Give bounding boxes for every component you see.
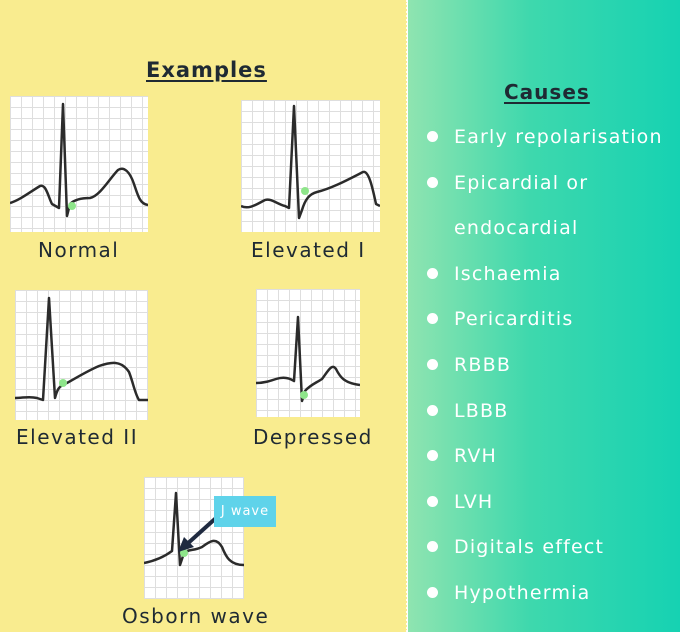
panel-divider: [406, 0, 408, 632]
arrow-head: [178, 537, 194, 552]
j-point-marker: [180, 549, 188, 557]
example-label-osborn: Osborn wave: [122, 604, 270, 628]
ecg-elevated-2-trace: [15, 296, 148, 402]
bullet-icon: [427, 176, 438, 188]
cause-text: RBBB: [454, 353, 512, 376]
j-point-marker: [301, 187, 309, 195]
cause-text: Digitals effect: [454, 536, 605, 559]
j-wave-callout: J wave: [214, 496, 276, 527]
bullet-icon: [427, 313, 438, 325]
ecg-normal: [10, 96, 148, 232]
examples-heading: Examples: [146, 58, 267, 82]
ecg-elevated-1-trace: [241, 104, 380, 220]
ecg-normal-trace: [10, 102, 148, 218]
bullet-icon: [427, 586, 438, 598]
j-point-marker: [59, 379, 67, 387]
cause-text: Hypothermia: [454, 581, 591, 604]
bullet-icon: [427, 358, 438, 370]
cause-text: Epicardial or: [454, 171, 589, 194]
example-label-depressed: Depressed: [253, 425, 373, 449]
bullet-icon: [427, 541, 438, 553]
ecg-depressed-trace: [256, 315, 360, 403]
cause-text: Ischaemia: [454, 262, 562, 285]
causes-panel: [408, 0, 680, 632]
bullet-icon: [427, 131, 438, 142]
bullet-icon: [427, 450, 438, 462]
cause-text: LBBB: [454, 399, 509, 422]
ecg-osborn-trace: [144, 491, 244, 567]
j-point-marker: [300, 391, 308, 399]
bullet-icon: [427, 495, 438, 507]
j-point-marker: [68, 202, 76, 210]
cause-text: Early repolarisation: [454, 126, 663, 148]
example-label-elevated-2: Elevated II: [16, 425, 139, 449]
ecg-elevated-2: [15, 290, 148, 420]
cause-text: endocardial: [454, 217, 579, 240]
cause-text: RVH: [454, 445, 498, 468]
bullet-icon: [427, 267, 438, 279]
example-label-normal: Normal: [38, 238, 120, 262]
cause-text: Pericarditis: [454, 308, 574, 331]
example-label-elevated-1: Elevated I: [251, 238, 366, 262]
bullet-icon: [427, 404, 438, 416]
ecg-elevated-1: [241, 100, 380, 232]
cause-text: LVH: [454, 490, 494, 513]
arrow-shaft: [184, 516, 218, 547]
causes-heading: Causes: [504, 80, 590, 104]
ecg-depressed: [256, 289, 360, 417]
